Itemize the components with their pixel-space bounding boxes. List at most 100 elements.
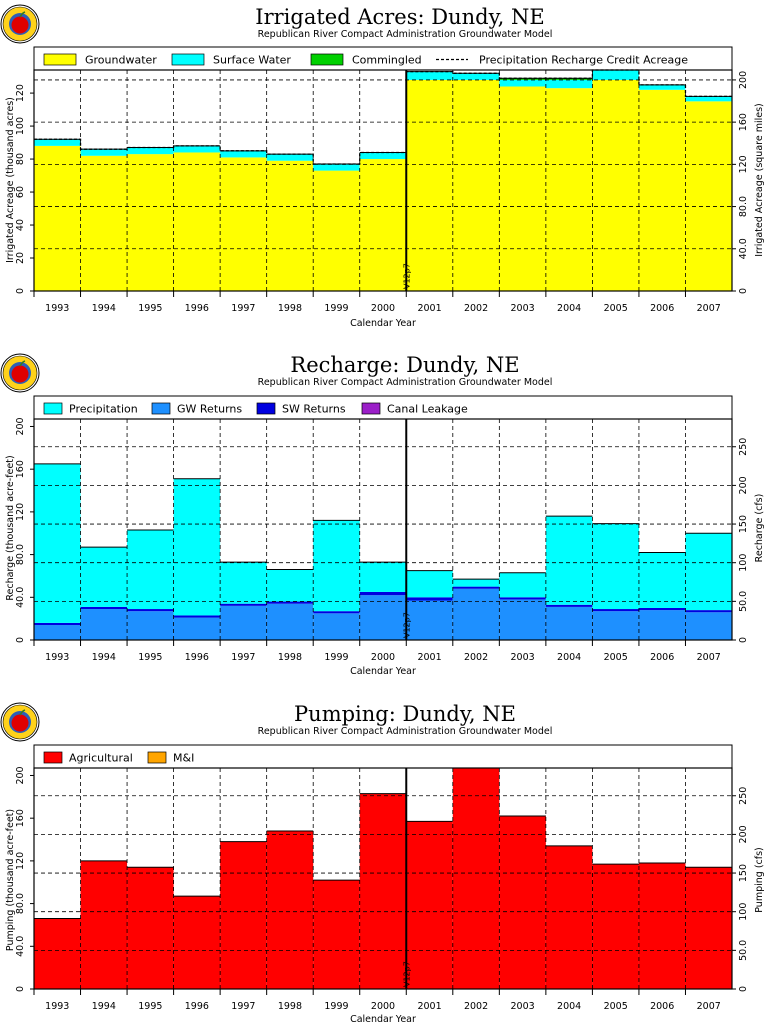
plot-frame — [33, 418, 733, 641]
bar-gw-returns-2003 — [499, 599, 546, 640]
bar-groundwater-1995 — [127, 154, 174, 291]
x-axis-label: Calendar Year — [350, 666, 416, 677]
y-tick-label-left: 120 — [15, 84, 26, 102]
legend-swatch-gw-returns — [151, 402, 171, 415]
y-tick-label-right: 0 — [738, 986, 749, 992]
bar-surface-water-2000 — [359, 152, 407, 160]
bar-surface-water-2002 — [452, 73, 500, 80]
bar-gw-returns-2006 — [638, 610, 686, 640]
y-tick-label-right: 150 — [738, 515, 749, 533]
bar-groundwater-2000 — [359, 159, 407, 291]
legend-swatch-commingled — [310, 53, 344, 66]
x-tick-label: 1994 — [92, 303, 116, 314]
y-tick-label-left: 120 — [15, 852, 26, 870]
bar-surface-water-1994 — [80, 149, 128, 156]
bar-groundwater-2006 — [638, 89, 686, 291]
bar-gw-returns-1998 — [266, 603, 314, 640]
chart-subtitle: Republican River Compact Administration … — [258, 377, 553, 388]
y-tick-label-right: 100 — [738, 554, 749, 572]
bar-groundwater-1999 — [313, 170, 360, 291]
x-tick-label: 2005 — [604, 1001, 628, 1012]
x-tick-label: 1997 — [231, 652, 255, 663]
bar-sw-returns-2001 — [406, 597, 453, 601]
bar-agricultural-1996 — [173, 896, 221, 989]
y-tick-label-left: 160 — [15, 460, 26, 478]
bar-surface-water-1997 — [220, 150, 267, 158]
plot-area: V12p7 0 20 40 60 80 100 120 0 40.0 80.0 120 160 200 19… — [15, 69, 749, 314]
x-tick-label: 1995 — [138, 652, 162, 663]
bar-agricultural-1993 — [34, 918, 81, 989]
plot-frame — [33, 767, 733, 990]
y-tick-label-right: 200 — [738, 825, 749, 843]
x-tick-label: 1999 — [324, 652, 348, 663]
bar-surface-water-1996 — [173, 145, 221, 153]
bar-precipitation-1998 — [266, 569, 314, 602]
y-tick-label-right: 40.0 — [738, 238, 749, 259]
bar-sw-returns-1999 — [313, 611, 360, 614]
x-tick-label: 1997 — [231, 303, 255, 314]
x-tick-label: 1995 — [138, 1001, 162, 1012]
bar-agricultural-2006 — [638, 863, 686, 989]
x-tick-label: 1993 — [45, 1001, 69, 1012]
bar-gw-returns-1997 — [220, 605, 267, 640]
bar-precipitation-2007 — [685, 533, 732, 611]
y-axis-label-left: Pumping (thousand acre-feet) — [5, 809, 16, 951]
x-tick-label: 2007 — [697, 1001, 721, 1012]
bar-gw-returns-2001 — [406, 600, 453, 640]
y-axis-label-left: Irrigated Acreage (thousand acres) — [5, 97, 16, 263]
legend-label-commingled: Commingled — [352, 54, 422, 67]
x-tick-label: 1995 — [138, 303, 162, 314]
bar-sw-returns-2003 — [499, 597, 546, 600]
bar-agricultural-2005 — [592, 864, 639, 989]
legend-swatch-agricultural — [43, 751, 63, 764]
bar-surface-water-2005 — [592, 70, 639, 80]
bar-surface-water-2007 — [685, 96, 732, 102]
legend-frame — [33, 744, 733, 769]
x-tick-label: 1997 — [231, 1001, 255, 1012]
y-tick-label-left: 100 — [15, 117, 26, 135]
bar-groundwater-2004 — [545, 88, 593, 292]
bar-precipitation-2002 — [452, 579, 500, 587]
legend-frame — [33, 395, 733, 420]
version-marker-label: V12p7 — [402, 263, 411, 289]
bar-surface-water-1995 — [127, 147, 174, 155]
x-tick-label: 2002 — [464, 652, 488, 663]
y-tick-label-left: 80.0 — [15, 544, 26, 565]
x-tick-label: 1994 — [92, 652, 116, 663]
bar-groundwater-2003 — [499, 86, 546, 291]
bar-precipitation-1995 — [127, 530, 174, 610]
apple-seal-logo — [0, 702, 40, 742]
y-tick-label-right: 100 — [738, 903, 749, 921]
x-tick-label: 1996 — [185, 303, 209, 314]
y-tick-label-right: 150 — [738, 864, 749, 882]
bar-precipitation-1994 — [80, 547, 128, 607]
x-axis-label: Calendar Year — [350, 1014, 416, 1024]
x-tick-label: 2003 — [511, 652, 535, 663]
x-tick-label: 2001 — [417, 1001, 441, 1012]
x-tick-label: 1993 — [45, 652, 69, 663]
bar-groundwater-2005 — [592, 79, 639, 291]
legend: Precipitation GW Returns SW Returns Cana… — [33, 395, 733, 420]
x-tick-label: 2004 — [557, 303, 581, 314]
bar-gw-returns-1994 — [80, 609, 128, 640]
legend: Groundwater Surface Water Commingled Pre… — [33, 46, 733, 71]
bar-precipitation-1993 — [34, 463, 81, 623]
bar-surface-water-1993 — [34, 139, 81, 146]
bar-agricultural-1997 — [220, 841, 267, 989]
x-tick-label: 2000 — [371, 303, 395, 314]
bar-sw-returns-2002 — [452, 586, 500, 589]
bar-gw-returns-2004 — [545, 606, 593, 640]
bar-surface-water-2001 — [406, 71, 453, 80]
x-tick-label: 1996 — [185, 652, 209, 663]
bar-gw-returns-1995 — [127, 611, 174, 640]
bar-sw-returns-2005 — [592, 609, 639, 612]
panel-recharge: Recharge: Dundy, NE Republican River Com… — [0, 353, 765, 677]
bar-agricultural-2001 — [406, 821, 453, 989]
x-tick-label: 2001 — [417, 303, 441, 314]
bar-agricultural-1999 — [313, 880, 360, 989]
bar-sw-returns-1997 — [220, 603, 267, 606]
y-tick-label-left: 0 — [15, 986, 26, 992]
y-tick-label-left: 40 — [15, 219, 26, 231]
legend-swatch-canal-leakage — [361, 402, 381, 415]
y-tick-label-left: 200 — [15, 417, 26, 435]
